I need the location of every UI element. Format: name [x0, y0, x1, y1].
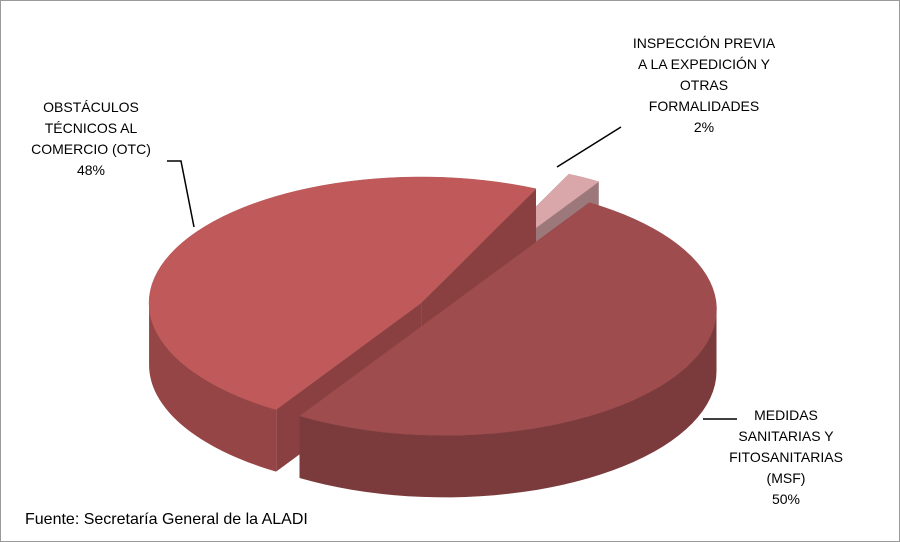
category-label: MEDIDAS SANITARIAS Y FITOSANITARIAS (MSF…	[729, 407, 843, 486]
source-note: Fuente: Secretaría General de la ALADI	[25, 511, 308, 528]
value-label: 50%	[771, 491, 801, 507]
slice	[299, 202, 717, 498]
value-label: 48%	[76, 162, 106, 178]
slice-top	[299, 202, 717, 436]
slice-side	[299, 309, 717, 498]
leader-line	[556, 126, 622, 168]
slice-label: INSPECCIÓN PREVIA A LA EXPEDICIÓN Y OTRA…	[609, 33, 799, 138]
leader-line	[167, 160, 195, 228]
slice-label: OBSTÁCULOS TÉCNICOS AL COMERCIO (OTC) 48…	[16, 97, 166, 181]
category-label: INSPECCIÓN PREVIA A LA EXPEDICIÓN Y OTRA…	[632, 35, 776, 114]
value-label: 2%	[693, 119, 715, 135]
category-label: OBSTÁCULOS TÉCNICOS AL COMERCIO (OTC)	[31, 99, 151, 157]
slice-label: MEDIDAS SANITARIAS Y FITOSANITARIAS (MSF…	[706, 405, 866, 510]
slice-side	[149, 302, 277, 472]
slice-top	[148, 176, 537, 410]
